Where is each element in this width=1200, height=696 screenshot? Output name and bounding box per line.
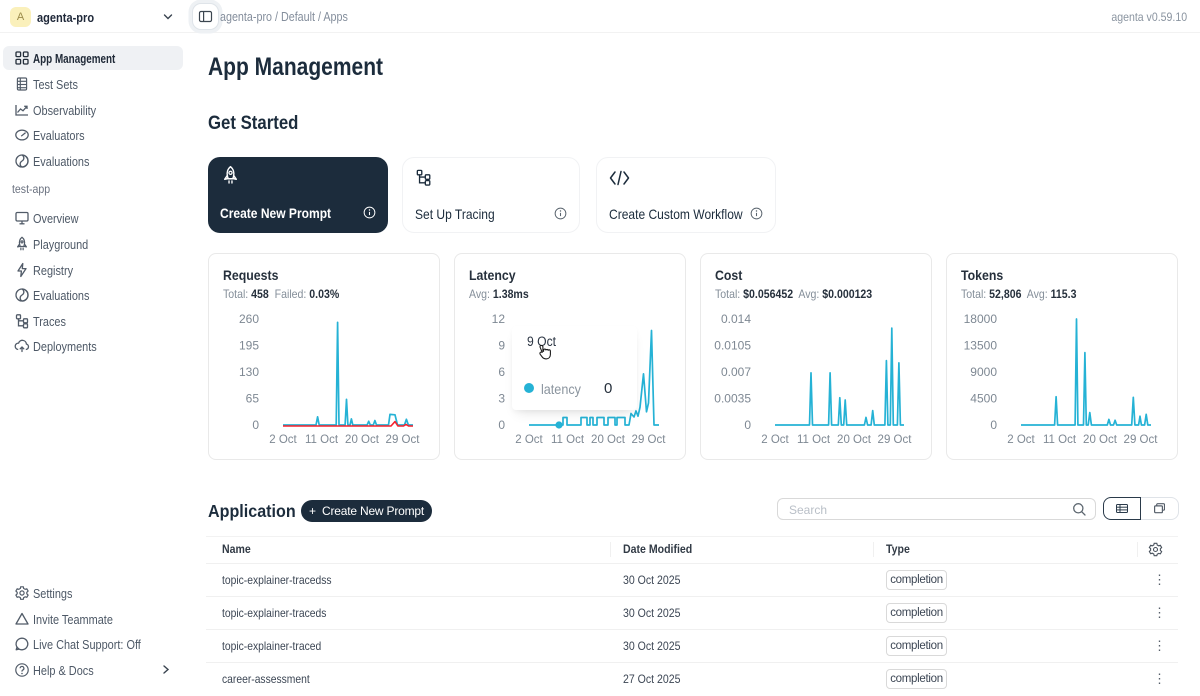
svg-text:2 Oct: 2 Oct xyxy=(1007,434,1035,446)
svg-text:2 Oct: 2 Oct xyxy=(269,434,297,446)
svg-text:20 Oct: 20 Oct xyxy=(345,434,380,446)
svg-text:0: 0 xyxy=(252,418,259,432)
svg-text:6: 6 xyxy=(498,365,505,379)
svg-text:4500: 4500 xyxy=(970,392,997,406)
svg-text:12: 12 xyxy=(492,312,506,326)
svg-text:11 Oct: 11 Oct xyxy=(1043,434,1077,446)
svg-text:9000: 9000 xyxy=(970,365,997,379)
svg-text:2 Oct: 2 Oct xyxy=(515,434,543,446)
svg-text:260: 260 xyxy=(239,312,259,326)
svg-text:29 Oct: 29 Oct xyxy=(878,434,913,446)
svg-text:20 Oct: 20 Oct xyxy=(1083,434,1118,446)
svg-text:20 Oct: 20 Oct xyxy=(591,434,626,446)
svg-text:13500: 13500 xyxy=(964,339,998,353)
svg-text:20 Oct: 20 Oct xyxy=(837,434,872,446)
svg-text:0: 0 xyxy=(498,418,505,432)
svg-text:0.0105: 0.0105 xyxy=(714,339,751,353)
svg-text:29 Oct: 29 Oct xyxy=(1124,434,1159,446)
svg-text:11 Oct: 11 Oct xyxy=(305,434,339,446)
svg-text:0: 0 xyxy=(990,418,997,432)
svg-text:130: 130 xyxy=(239,365,259,379)
svg-text:11 Oct: 11 Oct xyxy=(551,434,585,446)
svg-text:0.007: 0.007 xyxy=(721,365,751,379)
svg-text:29 Oct: 29 Oct xyxy=(632,434,667,446)
svg-text:0: 0 xyxy=(744,418,751,432)
svg-text:195: 195 xyxy=(239,339,259,353)
svg-text:9: 9 xyxy=(498,339,505,353)
svg-text:2 Oct: 2 Oct xyxy=(761,434,789,446)
svg-text:29 Oct: 29 Oct xyxy=(386,434,421,446)
svg-text:0.0035: 0.0035 xyxy=(714,392,751,406)
svg-text:65: 65 xyxy=(246,392,260,406)
svg-text:0.014: 0.014 xyxy=(721,312,751,326)
svg-text:3: 3 xyxy=(498,392,505,406)
svg-text:18000: 18000 xyxy=(964,312,998,326)
svg-text:11 Oct: 11 Oct xyxy=(797,434,831,446)
